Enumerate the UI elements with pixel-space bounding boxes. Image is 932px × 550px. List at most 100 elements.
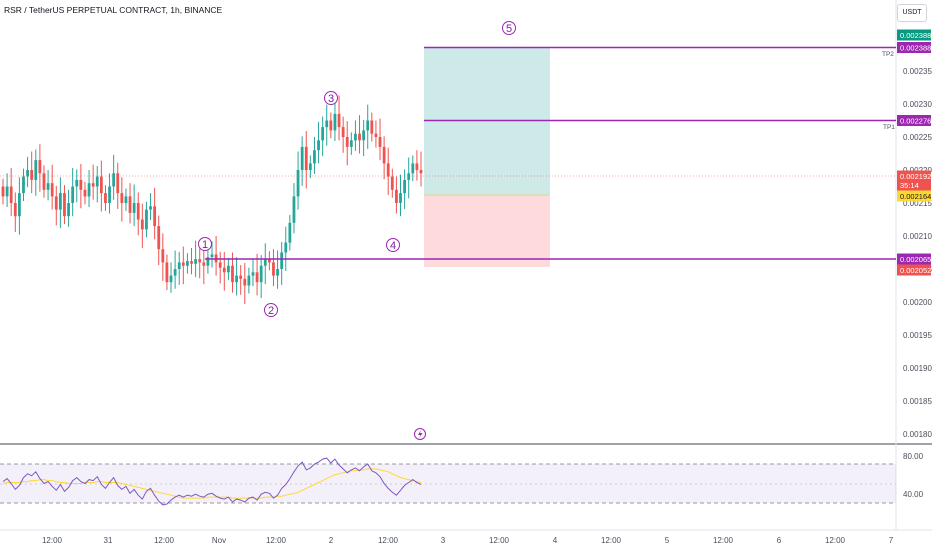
price-tag-label: 0.002065 [900,255,931,264]
candle-body [407,173,411,180]
candle-body [390,176,394,190]
time-tick-label: 12:00 [825,536,846,545]
wave-label-4[interactable]: 4 [386,238,400,253]
candle-body [9,186,13,203]
candle-body [284,242,288,253]
price-tag-bg [897,42,931,53]
candle-body [263,259,267,266]
candle-body [50,183,54,197]
price-tag-bg [897,253,931,265]
candle-body [194,259,198,264]
candle-body [128,196,132,213]
chart-title: RSR / TetherUS PERPETUAL CONTRACT, 1h, B… [4,5,223,15]
candle-body [378,137,382,147]
time-tick-label: 5 [665,536,670,545]
candle-body [399,193,402,203]
candle-body [345,137,349,147]
price-tag-label: 35:14 [900,181,919,190]
time-tick-label: 2 [329,536,334,545]
candle-body [42,173,46,190]
candle-body [34,160,38,180]
candle-body [108,186,111,203]
price-tag-label: 0.002388 [900,44,931,53]
candle-body [296,170,300,197]
candle-body [403,179,407,194]
candle-body [280,252,284,269]
tp2-label: TP2 [882,51,894,58]
candle-body [267,259,271,263]
price-tag-label: 0.002052 [900,266,931,275]
candle-body [165,262,169,283]
candle-body [321,127,325,141]
wave-label-3[interactable]: 3 [324,91,338,106]
candle-body [157,226,161,250]
candle-body [124,196,128,203]
rsi-tick-label: 80.00 [903,452,924,461]
time-tick-label: 12:00 [42,536,63,545]
candle-body [247,275,251,286]
lightning-icon[interactable] [414,428,426,440]
candle-body [71,186,75,203]
candle-body [186,261,189,266]
candle-body [395,189,398,203]
candle-body [370,120,374,134]
price-tag-bg [897,179,931,191]
wave-label-3-text: 3 [328,93,334,105]
candle-body [337,113,341,128]
price-tag-label: 0.002164 [900,192,931,201]
price-tag: 0.002388 [897,42,931,53]
rsi-ma-line [2,468,422,499]
price-tag: 0.002192 [897,170,931,182]
candle-body [161,249,165,263]
candle-body [173,269,177,276]
currency-button[interactable]: USDT [897,4,927,22]
candle-body [255,272,259,283]
candle-body [251,272,255,276]
candle-body [46,183,50,190]
candle-body [259,265,263,283]
wave-label-4-text: 4 [390,240,396,252]
wave-label-5-text: 5 [506,23,512,35]
candle-body [120,193,124,203]
candle-body [30,170,34,180]
wave-label-2[interactable]: 2 [264,303,278,318]
candle-body [317,140,320,151]
candle-body [38,160,42,174]
stop-zone[interactable] [424,195,550,267]
candle-body [386,163,390,177]
price-tag-bg [897,264,931,276]
candle-body [415,163,419,170]
candle-body [79,179,83,190]
price-tag: 0.002052 [897,264,931,276]
wave-label-1[interactable]: 1 [198,237,212,252]
candle-body [276,269,279,276]
tp1-label: TP1 [883,124,895,131]
candle-body [374,133,378,137]
rsi-line [2,457,422,506]
candle-body [1,186,5,197]
time-tick-label: 12:00 [266,536,287,545]
candle-body [300,146,304,170]
time-tick-label: Nov [212,536,226,545]
candle-body [292,196,296,223]
candle-body [112,173,116,187]
candle-body [5,186,9,197]
candle-body [54,196,58,210]
price-tag: 35:14 [897,179,931,191]
time-axis: 12:00 31 12:00 Nov 12:00 2 12:00 3 12:00 4 12:00 5 1… [42,536,894,545]
candle-body [333,113,337,131]
candle-body [13,203,17,217]
wave-label-5[interactable]: 5 [502,21,516,36]
candle-body [272,262,275,276]
candle-body [153,206,157,227]
time-tick-label: 7 [889,536,894,545]
target-zone[interactable] [424,48,550,195]
